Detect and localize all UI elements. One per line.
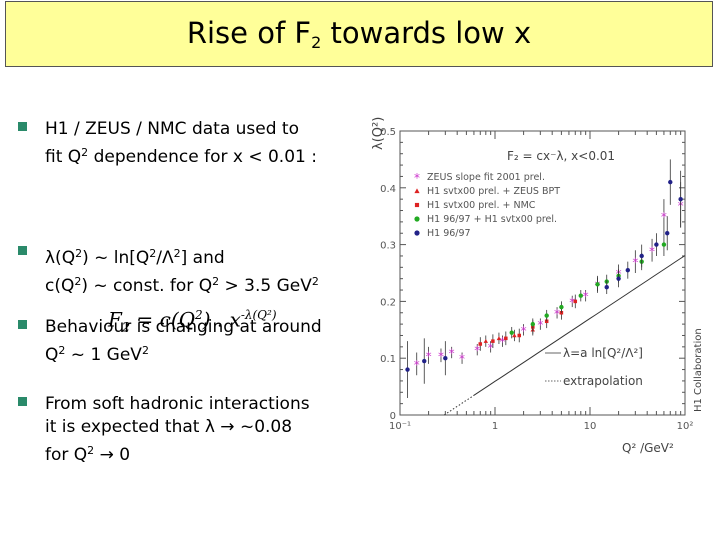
plot-formula: F₂ = cx⁻λ, x<0.01 [507, 149, 615, 163]
fit-line-label: λ=a ln[Q²/Λ²] [563, 346, 643, 360]
x-axis-label: Q² /GeV² [622, 441, 674, 455]
data-point [625, 267, 631, 273]
data-point [654, 242, 659, 247]
data-point [578, 293, 583, 298]
data-point: * [632, 256, 638, 270]
legend-marker [414, 230, 420, 236]
data-point: * [554, 307, 560, 321]
data-point: * [583, 290, 589, 304]
fit-line [473, 255, 686, 396]
data-point [559, 304, 564, 310]
data-point [478, 342, 483, 346]
data-point [661, 242, 667, 247]
data-point [544, 319, 549, 324]
bullet-marker [18, 320, 27, 329]
x-tick-label: 10² [677, 421, 694, 432]
legend-label: ZEUS slope fit 2001 prel. [427, 172, 545, 183]
bullet-3: Behaviour is changing at around Q2 ~ 1 G… [18, 316, 322, 367]
data-point [678, 196, 683, 202]
bullet-4: From soft hadronic interactions it is ex… [18, 393, 310, 467]
y-axis-label: λ(Q²) [371, 117, 386, 150]
data-point: * [414, 358, 420, 372]
data-point [595, 282, 600, 287]
collaboration-label: H1 Collaboration [693, 328, 704, 412]
data-point: * [438, 349, 444, 363]
data-point: * [488, 341, 494, 355]
y-tick-label: 0.3 [380, 241, 396, 252]
bullet-marker [18, 397, 27, 406]
legend-label: H1 96/97 + H1 svtx00 prel. [427, 214, 557, 225]
data-point: * [649, 244, 655, 258]
extrapolation-line [443, 394, 475, 416]
legend-label: H1 svtx00 prel. + ZEUS BPT [427, 186, 560, 197]
data-point: * [537, 318, 543, 332]
data-point [483, 338, 488, 343]
y-tick-label: 0.1 [380, 354, 396, 365]
lambda-plot: 00.10.20.30.40.510⁻¹ 1 10 10² ** * * ** * ** *** *… [371, 117, 704, 455]
fit-lines [443, 255, 686, 416]
data-point [496, 336, 502, 341]
extrapolation-label: extrapolation [563, 374, 643, 388]
data-point: * [521, 324, 527, 338]
x-tick-label: 10 [584, 421, 597, 432]
bullet-2: λ(Q2) ~ ln[Q2/Λ2] and c(Q2) ~ const. for… [18, 242, 319, 298]
data-point [491, 339, 495, 343]
data-point [559, 311, 564, 315]
bullet-1: H1 / ZEUS / NMC data used to fit Q2 depe… [18, 118, 317, 169]
x-tick-label: 1 [492, 421, 498, 432]
legend-label: H1 svtx00 prel. + NMC [427, 200, 536, 211]
data-point [530, 321, 536, 327]
data-point: * [569, 295, 575, 309]
data-point [616, 276, 621, 281]
x-tick-label: 10⁻¹ [389, 421, 411, 432]
plot-legend: * ZEUS slope fit 2001 prel. H1 svtx00 prel… [414, 171, 560, 239]
plot-frame [399, 130, 686, 416]
data-point [443, 356, 448, 361]
data-point [573, 299, 578, 304]
data-point [422, 358, 427, 364]
data-point [509, 330, 514, 335]
data-points: ******************* [405, 159, 684, 398]
data-point: * [459, 352, 465, 366]
equation-f2: F2 = c(Q2) . x-λ(Q²) [108, 307, 277, 336]
data-point [405, 367, 410, 372]
data-point [604, 285, 609, 290]
legend-marker [414, 188, 420, 194]
data-point [512, 333, 517, 338]
data-point [517, 333, 522, 338]
data-point: * [500, 335, 506, 349]
y-tick-label: 0.4 [380, 184, 396, 195]
bullet-marker [18, 246, 27, 255]
data-point [504, 336, 508, 341]
legend-label: H1 96/97 [427, 228, 471, 239]
slide-title: Rise of F2 towards low x [186, 16, 532, 52]
bullet-marker [18, 122, 27, 131]
data-point [668, 179, 673, 185]
data-point: * [661, 210, 667, 224]
data-point [665, 231, 670, 236]
legend-marker: * [414, 171, 420, 185]
y-tick-label: 0.2 [380, 297, 396, 308]
data-point [639, 253, 644, 259]
data-point: * [449, 347, 455, 361]
data-point: * [426, 349, 432, 363]
title-bar: Rise of F2 towards low x [5, 1, 713, 67]
plot-axes: 0 0.1 0.2 0.3 0.4 0.5 10⁻¹ 1 10 10² [380, 127, 693, 432]
data-point [544, 313, 549, 318]
y-tick-label: 0.5 [380, 127, 396, 138]
data-point: * [474, 344, 480, 358]
y-tick-label: 0 [390, 411, 396, 422]
legend-marker [414, 202, 420, 208]
legend-marker [414, 216, 420, 222]
